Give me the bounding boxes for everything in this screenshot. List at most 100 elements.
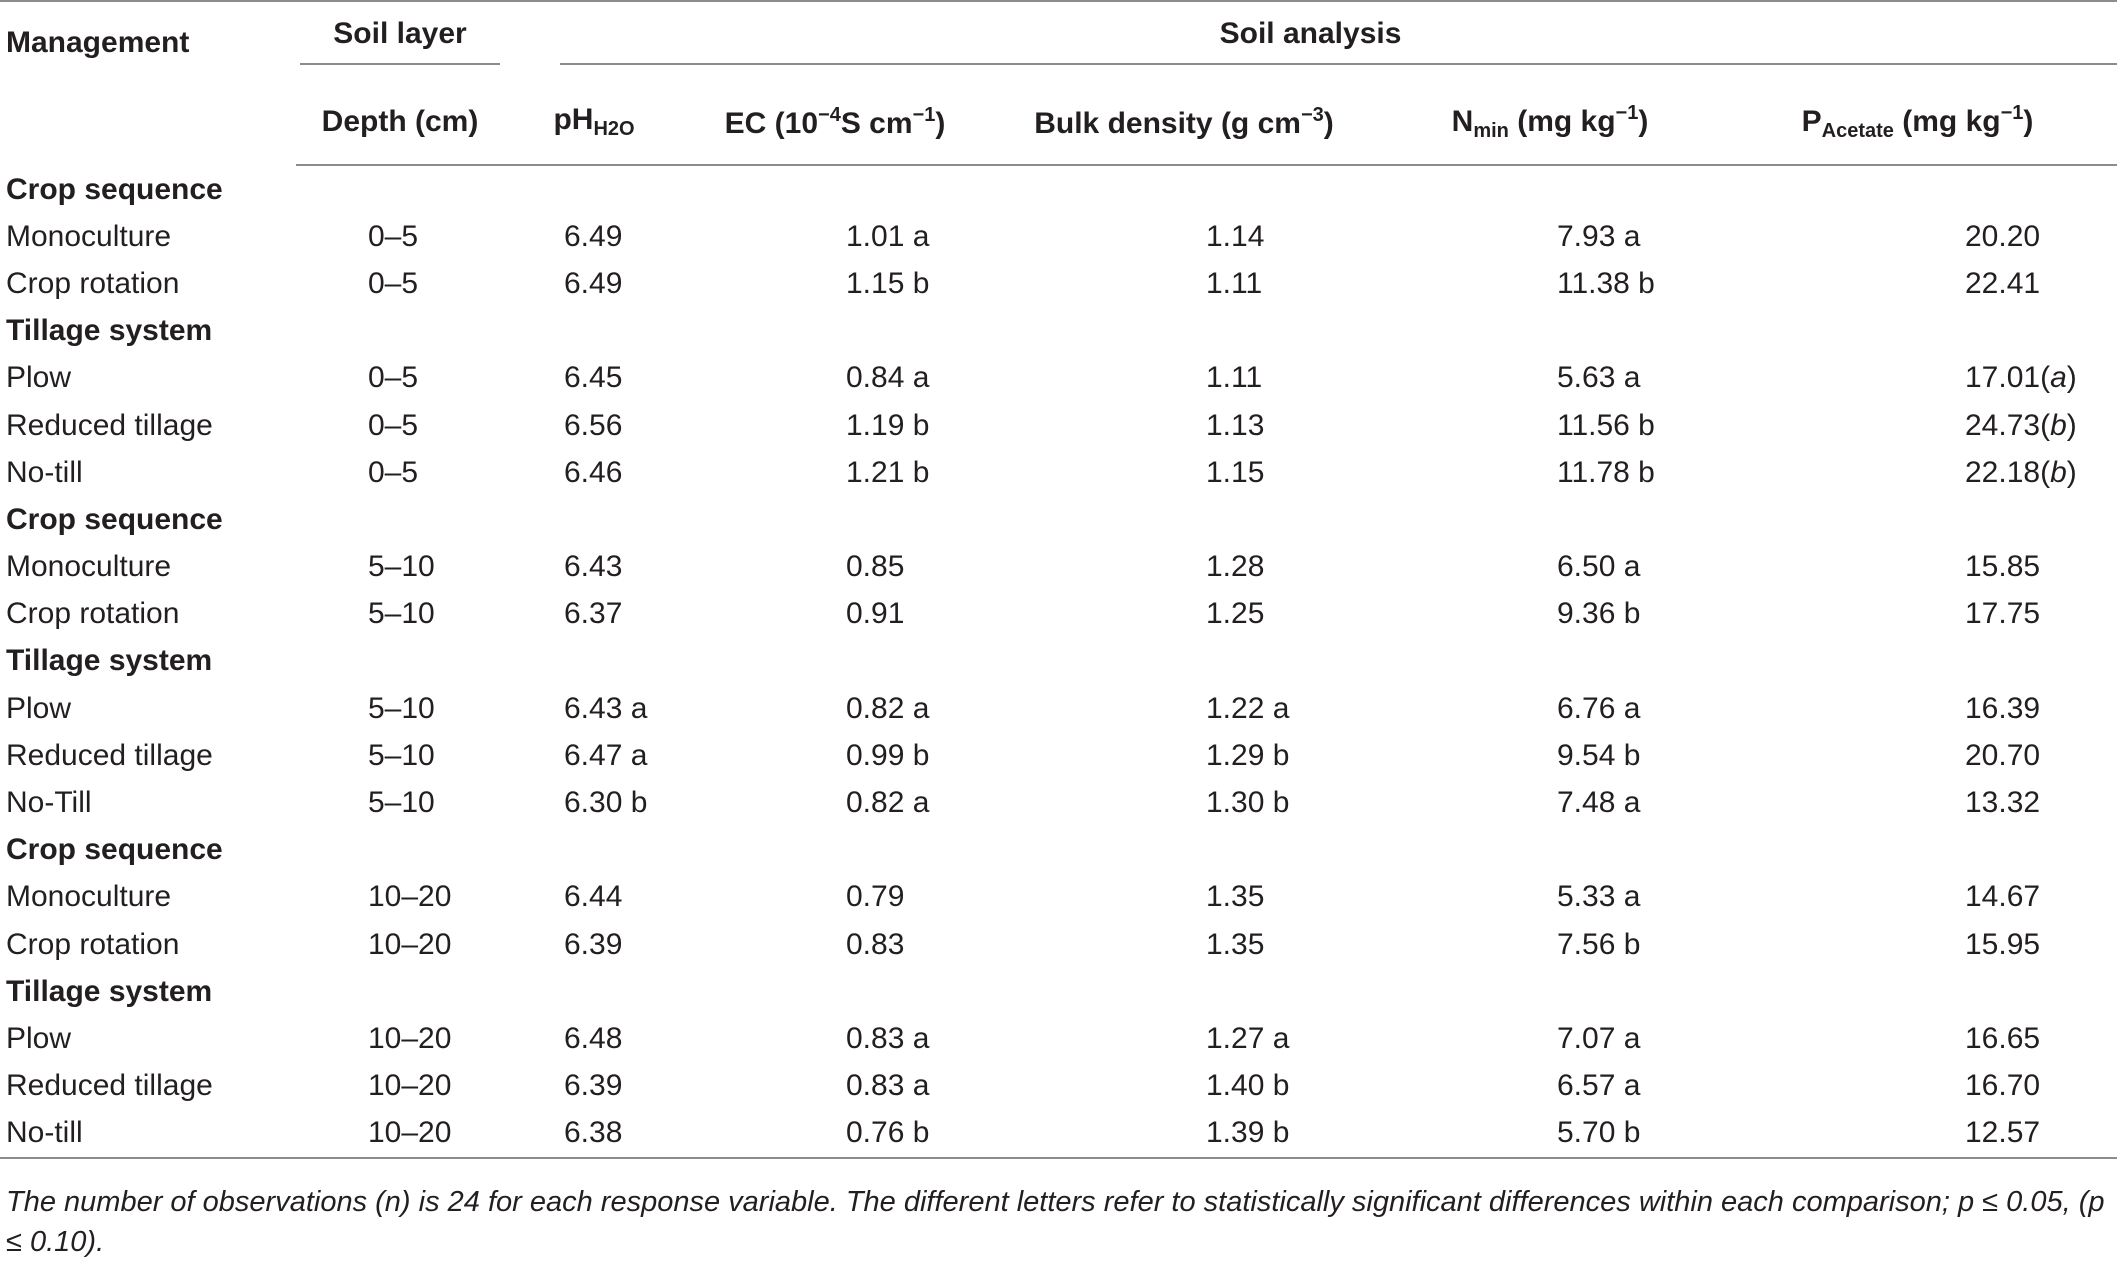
ph-cell: 6.39 — [564, 927, 623, 961]
bulk-density-cell: 1.25 — [1206, 597, 1265, 631]
row-label: Crop rotation — [6, 597, 180, 631]
nmin-cell: 11.78 b — [1557, 455, 1655, 489]
nmin-cell: 5.33 a — [1557, 880, 1641, 914]
table-row: Monoculture 0–5 6.49 1.01 a 1.14 7.93 a 20.20 — [0, 213, 2117, 260]
table-row: Crop rotation 5–10 6.37 0.91 1.25 9.36 b 17.75 — [0, 591, 2117, 638]
header-n-base: N — [1451, 104, 1474, 138]
group-row: Crop sequence — [0, 165, 2117, 213]
depth-cell: 0–5 — [368, 361, 419, 395]
ph-cell: 6.47 a — [564, 738, 648, 772]
header-soil-layer: Soil layer — [296, 0, 504, 80]
ec-cell: 0.82 a — [846, 691, 930, 725]
ph-cell: 6.49 — [564, 219, 623, 253]
soil-analysis-table: Management Soil layer Soil analysis Dept… — [0, 0, 2117, 1159]
depth-cell: 10–20 — [368, 1021, 452, 1055]
ec-cell: 1.01 a — [846, 219, 930, 253]
nmin-cell: 7.07 a — [1557, 1021, 1641, 1055]
header-p-post: (mg kg — [1893, 104, 2001, 138]
header-ph-sub: H2O — [593, 118, 635, 140]
table-row: Plow 5–10 6.43 a 0.82 a 1.22 a 6.76 a 16.39 — [0, 685, 2117, 732]
header-management: Management — [0, 0, 296, 165]
pacetate-cell: 20.70 — [1965, 738, 2041, 772]
row-label: Reduced tillage — [6, 408, 213, 442]
header-ec-sup2: −1 — [912, 103, 936, 126]
header-n-post: (mg kg — [1508, 104, 1616, 138]
table-row: Monoculture 10–20 6.44 0.79 1.35 5.33 a 14.67 — [0, 874, 2117, 921]
pacetate-cell: 15.85 — [1965, 550, 2041, 584]
pacetate-cell: 13.32 — [1965, 786, 2041, 820]
ph-cell: 6.44 — [564, 880, 623, 914]
depth-cell: 5–10 — [368, 691, 435, 725]
header-bulk-density: Bulk density (g cm−3) — [986, 80, 1382, 166]
header-ec-sup: −4 — [818, 103, 841, 126]
group-row: Tillage system — [0, 968, 2117, 1015]
nmin-cell: 5.63 a — [1557, 361, 1641, 395]
nmin-cell: 7.56 b — [1557, 927, 1641, 961]
soil-analysis-table-container: Management Soil layer Soil analysis Dept… — [0, 0, 2117, 1159]
row-label: Crop rotation — [6, 266, 180, 300]
depth-cell: 0–5 — [368, 408, 419, 442]
header-row-1: Management Soil layer Soil analysis — [0, 0, 2117, 165]
depth-cell: 5–10 — [368, 597, 435, 631]
nmin-cell: 6.76 a — [1557, 691, 1641, 725]
row-label: Crop rotation — [6, 927, 180, 961]
row-label: No-till — [6, 455, 83, 489]
group-row: Tillage system — [0, 308, 2117, 355]
nmin-cell: 7.93 a — [1557, 219, 1641, 253]
bulk-density-cell: 1.30 b — [1206, 786, 1290, 820]
ph-cell: 6.48 — [564, 1021, 623, 1055]
ph-cell: 6.43 a — [564, 691, 648, 725]
header-ph-base: pH — [553, 103, 594, 136]
table-row: No-till 10–20 6.38 0.76 b 1.39 b 5.70 b 12.57 — [0, 1109, 2117, 1159]
ph-cell: 6.49 — [564, 266, 623, 300]
table-body: Crop sequence Monoculture 0–5 6.49 1.01 a 1.1… — [0, 165, 2117, 1159]
pacetate-cell: 22.41 — [1965, 266, 2041, 300]
pacetate-value: 22.18 — [1965, 455, 2041, 489]
header-n-sup: −1 — [1615, 101, 1639, 124]
pacetate-cell: 16.65 — [1965, 1021, 2041, 1055]
table-row: Reduced tillage 10–20 6.39 0.83 a 1.40 b 6.57… — [0, 1063, 2117, 1110]
group-row: Crop sequence — [0, 496, 2117, 543]
group-row: Tillage system — [0, 638, 2117, 685]
pacetate-cell: 14.67 — [1965, 880, 2041, 914]
pacetate-cell: 15.95 — [1965, 927, 2041, 961]
depth-cell: 10–20 — [296, 1109, 504, 1159]
group-label: Tillage system — [6, 974, 213, 1008]
pacetate-cell: 16.39 — [1965, 691, 2041, 725]
table-row: Reduced tillage 0–5 6.56 1.19 b 1.13 11.56 b 2… — [0, 402, 2117, 449]
ph-cell: 6.45 — [564, 361, 623, 395]
ec-cell: 1.15 b — [846, 266, 930, 300]
bulk-density-cell: 1.13 — [1206, 408, 1265, 442]
row-label: Monoculture — [6, 219, 172, 253]
header-p-sup: −1 — [2000, 101, 2024, 124]
ph-cell: 6.46 — [564, 455, 623, 489]
ec-cell: 0.79 — [846, 880, 905, 914]
table-row: No-till 0–5 6.46 1.21 b 1.15 11.78 b 22.18(b) — [0, 449, 2117, 496]
bulk-density-cell: 1.35 — [1206, 927, 1265, 961]
ph-cell: 6.56 — [564, 408, 623, 442]
depth-cell: 5–10 — [368, 786, 435, 820]
pacetate-cell: 17.01(a) — [1965, 361, 2077, 395]
nmin-cell: 7.48 a — [1557, 786, 1641, 820]
header-n-sub: min — [1473, 119, 1509, 142]
table-row: Plow 10–20 6.48 0.83 a 1.27 a 7.07 a 16.65 — [0, 1015, 2117, 1062]
bulk-density-cell: 1.27 a — [1206, 1021, 1290, 1055]
row-label: Plow — [6, 361, 72, 395]
header-p-end: ) — [2023, 104, 2034, 138]
group-label: Crop sequence — [6, 172, 223, 206]
header-ec-post: ) — [935, 106, 946, 140]
ec-cell: 0.76 b — [684, 1109, 986, 1159]
header-ec-pre: EC (10 — [724, 106, 819, 140]
group-label: Crop sequence — [6, 502, 223, 536]
nmin-cell: 11.38 b — [1557, 266, 1655, 300]
bulk-density-cell: 1.28 — [1206, 550, 1265, 584]
table-row: Crop rotation 0–5 6.49 1.15 b 1.11 11.38 b 22.… — [0, 260, 2117, 307]
ec-cell: 0.85 — [846, 550, 905, 584]
ec-cell: 0.83 a — [846, 1069, 930, 1103]
depth-cell: 0–5 — [368, 455, 419, 489]
row-label: No-Till — [6, 786, 92, 820]
nmin-cell: 9.54 b — [1557, 738, 1641, 772]
ph-cell: 6.39 — [564, 1069, 623, 1103]
pacetate-cell: 16.70 — [1965, 1069, 2041, 1103]
ph-cell: 6.37 — [564, 597, 623, 631]
